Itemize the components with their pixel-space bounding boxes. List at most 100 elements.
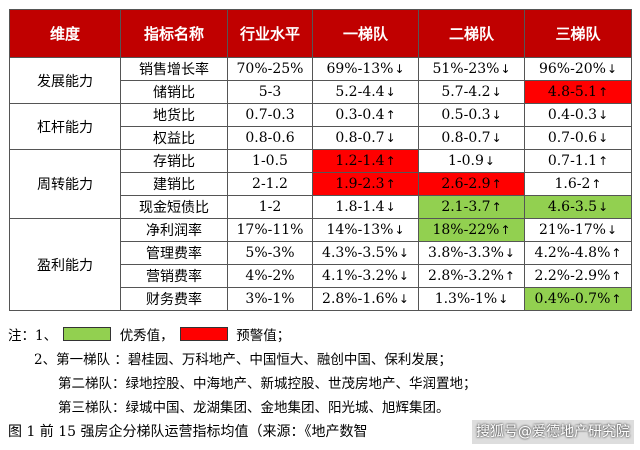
trend-arrow-icon: ↓: [385, 131, 396, 145]
table-row: 盈利能力 净利润率 17%-11% 14%-13%↓ 18%-22%↑ 21%-17%↓: [9, 218, 632, 311]
industry-cell: 0.7-0.3: [227, 103, 313, 127]
tier1-cell: 4.3%-3.5%↓: [312, 241, 419, 265]
tier3-cell: 0.4%-0.7%↑: [524, 287, 632, 311]
indicator-cell: 存销比: [120, 149, 228, 173]
value-text: 1-0.9: [448, 153, 484, 169]
tier2-cell: 2.8%-3.2%↑: [418, 264, 525, 288]
value-text: 3.8%-3.3%: [428, 245, 504, 261]
trend-arrow-icon: ↑: [500, 223, 511, 237]
value-text: 18%-22%: [432, 222, 500, 238]
value-text: 1.9-2.3: [335, 176, 385, 192]
trend-arrow-icon: ↓: [385, 200, 396, 214]
trend-arrow-icon: ↓: [484, 154, 495, 168]
table-row: 权益比 0.8-0.6 0.8-0.7↓ 0.8-0.7↓ 0.7-0.6↓: [10, 126, 632, 150]
excellent-label: 优秀值，: [119, 328, 174, 344]
tier1-cell: 69%-13%↓: [312, 57, 419, 81]
indicator-cell: 权益比: [120, 126, 228, 150]
table-row: 发展能力 销售增长率 70%-25% 69%-13%↓ 51%-23%↓ 96%-20%↓: [9, 57, 632, 104]
header-dimension: 维度: [9, 9, 121, 58]
table-row: 建销比 2-1.2 1.9-2.3↑ 2.6-2.9↑ 1.6-2↑: [10, 172, 632, 196]
trend-arrow-icon: ↑: [385, 177, 396, 191]
table-row: 周转能力 存销比 1-0.5 1.2-1.4↑ 1-0.9↓ 0.7-1.1↑: [9, 149, 632, 219]
indicator-cell: 管理费率: [120, 241, 228, 265]
header-industry: 行业水平: [227, 9, 313, 58]
value-text: 0.8-0.7: [441, 130, 491, 146]
note-legend: 注：1、 优秀值， 预警值；: [8, 327, 291, 344]
tier2-cell: 2.1-3.7↑: [418, 195, 525, 219]
trend-arrow-icon: ↑: [598, 154, 609, 168]
value-text: 5.7-4.2: [441, 84, 491, 100]
value-text: 69%-13%: [326, 61, 394, 77]
value-text: 1.6-2: [554, 176, 591, 192]
indicator-cell: 财务费率: [120, 287, 228, 311]
tier3-cell: 0.4-0.3↓: [524, 103, 632, 127]
trend-arrow-icon: ↑: [385, 108, 396, 122]
industry-cell: 1-0.5: [227, 149, 313, 173]
trend-arrow-icon: ↓: [606, 62, 618, 76]
value-text: 2.1-3.7: [441, 199, 491, 215]
note-tier3: 第三梯队：绿城中国、龙湖集团、金地集团、阳光城、旭辉集团。: [58, 400, 450, 416]
trend-arrow-icon: ↓: [385, 85, 396, 99]
value-text: 96%-20%: [538, 61, 606, 77]
tier2-cell: 1-0.9↓: [418, 149, 525, 173]
tier3-cell: 96%-20%↓: [524, 57, 632, 81]
trend-arrow-icon: ↑: [611, 269, 622, 283]
trend-arrow-icon: ↓: [491, 108, 502, 122]
trend-arrow-icon: ↓: [394, 62, 405, 76]
value-text: 2.6-2.9: [441, 176, 491, 192]
value-text: 2.8%-3.2%: [428, 268, 504, 284]
industry-cell: 0.8-0.6: [227, 126, 313, 150]
table-row: 财务费率 3%-1% 2.8%-1.6%↓ 1.3%-1%↓ 0.4%-0.7%↑: [10, 287, 632, 311]
tier1-cell: 1.9-2.3↑: [312, 172, 419, 196]
tier1-cell: 5.2-4.4↓: [312, 80, 419, 104]
tier2-cell: 1.3%-1%↓: [418, 287, 525, 311]
value-text: 1.3%-1%: [434, 291, 498, 307]
tier2-cell: 18%-22%↑: [418, 218, 525, 242]
trend-arrow-icon: ↓: [491, 85, 502, 99]
value-text: 0.3-0.4: [335, 107, 385, 123]
value-text: 0.7-1.1: [547, 153, 598, 169]
trend-arrow-icon: ↑: [385, 154, 396, 168]
industry-cell: 3%-1%: [227, 287, 313, 311]
header-tier3: 三梯队: [524, 9, 632, 58]
tier2-cell: 5.7-4.2↓: [418, 80, 525, 104]
trend-arrow-icon: ↑: [598, 85, 609, 99]
metrics-table: 维度 指标名称 行业水平 一梯队 二梯队 三梯队 发展能力 销售增长率 70%-25…: [9, 9, 632, 311]
header-tier1: 一梯队: [312, 9, 419, 58]
tier1-cell: 0.8-0.7↓: [312, 126, 419, 150]
indicator-cell: 地货比: [120, 103, 228, 127]
indicator-cell: 建销比: [120, 172, 228, 196]
value-text: 5.2-4.4: [335, 84, 385, 100]
trend-arrow-icon: ↓: [398, 246, 409, 260]
indicator-cell: 储销比: [120, 80, 228, 104]
tier2-cell: 51%-23%↓: [418, 57, 525, 81]
tier2-cell: 0.8-0.7↓: [418, 126, 525, 150]
value-text: 2.2%-2.9%: [534, 268, 611, 284]
value-text: 4.3%-3.5%: [322, 245, 398, 261]
tier3-cell: 1.6-2↑: [524, 172, 632, 196]
tier2-cell: 2.6-2.9↑: [418, 172, 525, 196]
trend-arrow-icon: ↓: [606, 223, 618, 237]
header-indicator: 指标名称: [120, 9, 228, 58]
industry-cell: 5%-3%: [227, 241, 313, 265]
indicator-cell: 销售增长率: [120, 57, 228, 81]
metrics-table-container: 维度 指标名称 行业水平 一梯队 二梯队 三梯队 发展能力 销售增长率 70%-25…: [9, 9, 632, 311]
note-tier2: 第二梯队：绿地控股、中海地产、新城控股、世茂房地产、华润置地；: [58, 376, 477, 392]
industry-cell: 17%-11%: [227, 218, 313, 242]
tier1-cell: 2.8%-1.6%↓: [312, 287, 419, 311]
industry-cell: 5-3: [227, 80, 313, 104]
tier1-cell: 0.3-0.4↑: [312, 103, 419, 127]
tier1-cell: 14%-13%↓: [312, 218, 419, 242]
value-text: 0.4-0.3: [547, 107, 598, 123]
figure-caption: 图 1 前 15 强房企分梯队运营指标均值（来源：《地产数智 搜狐号@爱德地产研…: [8, 420, 634, 444]
tier3-cell: 2.2%-2.9%↑: [524, 264, 632, 288]
table-row: 营销费率 4%-2% 4.1%-3.2%↓ 2.8%-3.2%↑ 2.2%-2.9%↑: [10, 264, 632, 288]
watermark: 搜狐号@爱德地产研究院: [472, 420, 634, 444]
dimension-cell: 周转能力: [9, 149, 121, 219]
value-text: 4.6-3.5: [547, 199, 598, 215]
table-row: 储销比 5-3 5.2-4.4↓ 5.7-4.2↓ 4.8-5.1↑: [10, 80, 632, 104]
table-row: 现金短债比 1-2 1.8-1.4↓ 2.1-3.7↑ 4.6-3.5↓: [10, 195, 632, 219]
tier1-cell: 1.2-1.4↑: [312, 149, 419, 173]
indicator-cell: 净利润率: [120, 218, 228, 242]
industry-cell: 1-2: [227, 195, 313, 219]
